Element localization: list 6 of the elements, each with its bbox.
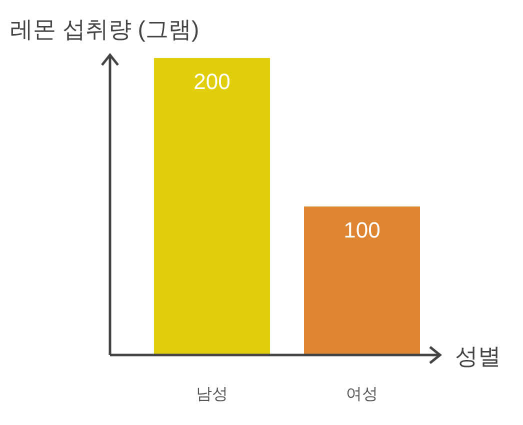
y-axis-title: 레몬 섭취량 (그램) bbox=[10, 16, 200, 42]
data-label: 200 bbox=[194, 69, 230, 94]
data-label: 100 bbox=[344, 218, 380, 242]
x-tick-label: 남성 bbox=[196, 386, 228, 403]
x-tick-label: 여성 bbox=[346, 386, 378, 403]
x-axis-title: 성별 bbox=[455, 343, 501, 369]
